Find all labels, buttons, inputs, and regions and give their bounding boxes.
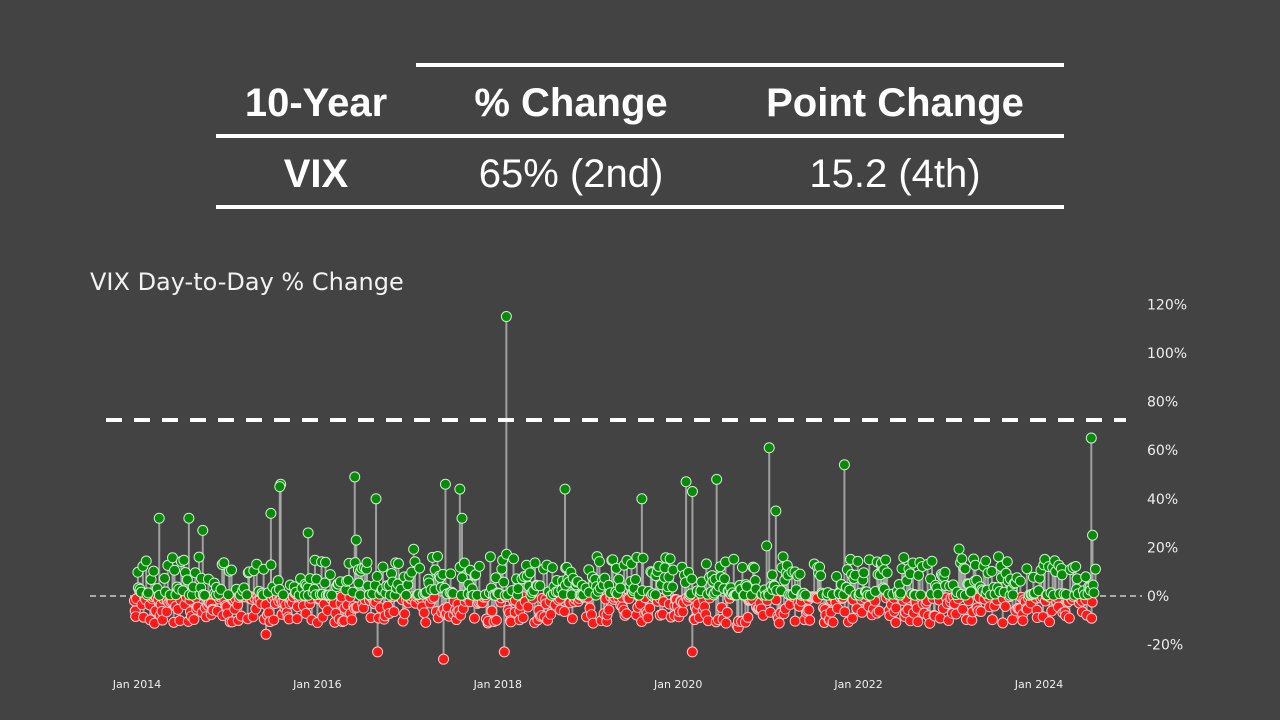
y-tick-label: 120% xyxy=(1147,297,1187,313)
y-tick-label: 80% xyxy=(1147,395,1178,411)
y-tick-label: 100% xyxy=(1147,346,1187,362)
x-axis-ticks: Jan 2014 Jan 2016 Jan 2018 Jan 2020 Jan 2022… xyxy=(112,678,1063,691)
value-pct-change: 65% (2nd) xyxy=(478,152,664,196)
y-tick-label: 60% xyxy=(1147,443,1178,459)
summary-table: 10-Year % Change Point Change VIX 65% (2… xyxy=(216,62,1064,212)
y-axis-ticks: 120% 100% 80% 60% 40% 20% 0% -20% xyxy=(1147,297,1187,653)
table-rule-bottom xyxy=(216,205,1064,209)
header-period: 10-Year xyxy=(244,81,388,125)
x-tick-label: Jan 2014 xyxy=(112,678,161,691)
y-tick-label: 40% xyxy=(1147,492,1178,508)
value-point-change: 15.2 (4th) xyxy=(809,152,981,196)
y-tick-label: 0% xyxy=(1147,589,1169,605)
x-tick-label: Jan 2016 xyxy=(292,678,341,691)
header-pct-change: % Change xyxy=(474,81,668,125)
table-rule-top xyxy=(416,63,1064,67)
row-label-vix: VIX xyxy=(283,152,349,196)
chart-title: VIX Day-to-Day % Change xyxy=(90,268,404,296)
x-tick-label: Jan 2022 xyxy=(833,678,882,691)
y-tick-label: 20% xyxy=(1147,540,1178,556)
y-tick-label: -20% xyxy=(1147,638,1183,654)
vix-lollipop-chart: 120%100%80%60%40%20%0%-20% Jan 2014 Jan 2… xyxy=(90,297,1187,691)
x-tick-label: Jan 2018 xyxy=(473,678,522,691)
x-tick-label: Jan 2020 xyxy=(653,678,702,691)
data-points xyxy=(128,311,1101,665)
table-rule-mid xyxy=(216,134,1064,138)
x-tick-label: Jan 2024 xyxy=(1014,678,1063,691)
header-point-change: Point Change xyxy=(766,81,1024,125)
